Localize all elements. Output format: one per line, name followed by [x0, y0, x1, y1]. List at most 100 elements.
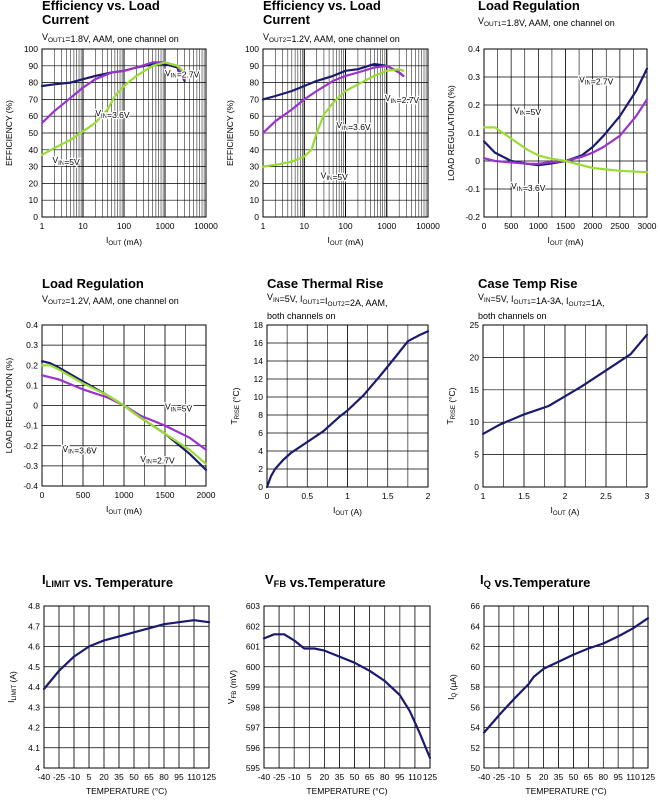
chart-title: IQ vs.Temperature	[480, 572, 590, 590]
y-axis-label: LOAD REGULATION (%)	[4, 357, 14, 453]
y-axis-label: LOAD REGULATION (%)	[446, 85, 456, 181]
y-tick-label: 596	[246, 743, 260, 753]
y-axis-label: EFFICIENCY (%)	[225, 100, 235, 166]
y-tick-label: 64	[471, 621, 481, 631]
x-tick-label: -25	[273, 772, 286, 782]
y-tick-label: 30	[29, 162, 39, 172]
y-axis-label: ILIMIT (A)	[6, 671, 18, 703]
y-axis-label: TRISE (°C)	[229, 387, 241, 424]
chart-3: Load Regulation VOUT1=1.8V, AAM, one chan…	[446, 0, 657, 247]
plot-border	[483, 605, 649, 769]
x-tick-label: 1000	[529, 221, 548, 231]
series-annotation: VIN=2.7V	[140, 454, 175, 466]
y-tick-label: 0.2	[468, 100, 480, 110]
y-tick-label: 14	[254, 356, 264, 366]
y-tick-label: 60	[29, 111, 39, 121]
x-tick-label: 50	[129, 772, 139, 782]
chart-title: Efficiency vs. Load Current	[42, 0, 160, 27]
series-annotation: VIN=5V	[514, 105, 541, 117]
series-annotation: VIN=2.7V	[385, 93, 420, 105]
y-tick-label: 602	[246, 621, 260, 631]
x-tick-label: 95	[613, 772, 623, 782]
chart-title: VFB vs.Temperature	[265, 572, 386, 590]
x-tick-label: -25	[493, 772, 506, 782]
y-axis-label: VFB (mV)	[226, 670, 238, 704]
y-tick-label: 4.8	[28, 601, 40, 611]
x-axis-label: IOUT (A)	[333, 505, 362, 517]
x-tick-label: 2.5	[600, 491, 612, 501]
y-tick-label: 0	[33, 401, 38, 411]
chart-title: Load Regulation	[478, 0, 580, 13]
y-tick-label: 10	[470, 417, 480, 427]
y-tick-label: 0.3	[468, 72, 480, 82]
chart-title: Efficiency vs. Load Current	[263, 0, 381, 27]
series-annotation: VIN=5V	[321, 170, 348, 182]
y-tick-label: 600	[246, 662, 260, 672]
x-tick-label: 20	[320, 772, 330, 782]
y-tick-label: 62	[471, 642, 481, 652]
y-tick-label: 70	[29, 94, 39, 104]
y-tick-label: 60	[250, 111, 260, 121]
x-tick-label: 5	[307, 772, 312, 782]
x-tick-label: -40	[38, 772, 51, 782]
y-tick-label: 4.7	[28, 621, 40, 631]
y-tick-label: 12	[254, 374, 264, 384]
chart-subtitle: VOUT1=1.8V, AAM, one channel on	[478, 16, 615, 28]
x-tick-label: 80	[599, 772, 609, 782]
x-tick-label: 10000	[416, 221, 440, 231]
x-tick-label: 35	[335, 772, 345, 782]
x-tick-label: 65	[144, 772, 154, 782]
x-tick-label: 500	[76, 490, 90, 500]
x-tick-label: -10	[68, 772, 81, 782]
chart-1: Efficiency vs. Load Current VOUT1=1.8V, AA…	[4, 0, 218, 247]
y-tick-label: 25	[470, 320, 480, 330]
x-tick-label: 100	[338, 221, 352, 231]
x-tick-label: 10	[78, 221, 88, 231]
y-tick-label: 20	[250, 178, 260, 188]
y-tick-label: -0.1	[465, 184, 480, 194]
y-axis-label: TRISE (°C)	[445, 387, 457, 424]
x-tick-label: 5	[526, 772, 531, 782]
y-tick-label: 0	[475, 156, 480, 166]
plot-border	[263, 605, 431, 769]
x-tick-label: -40	[478, 772, 491, 782]
x-tick-label: 50	[350, 772, 360, 782]
x-tick-label: 110	[408, 772, 422, 782]
series-annotation: VIN=5V	[165, 402, 192, 414]
y-tick-label: 6	[258, 428, 263, 438]
y-tick-label: 10	[29, 195, 39, 205]
x-tick-label: 2	[426, 491, 431, 501]
x-tick-label: 80	[159, 772, 169, 782]
y-axis-label: IQ (µA)	[446, 674, 458, 700]
x-tick-label: 1500	[556, 221, 575, 231]
y-tick-label: -0.3	[23, 461, 38, 471]
y-axis-label: EFFICIENCY (%)	[4, 100, 14, 166]
plot-border	[266, 324, 429, 488]
y-tick-label: 0	[474, 482, 479, 492]
y-tick-label: -0.2	[23, 441, 38, 451]
y-tick-label: 0	[258, 482, 263, 492]
x-tick-label: 1	[345, 491, 350, 501]
chart-title: ILIMIT vs. Temperature	[42, 572, 173, 590]
y-tick-label: 56	[471, 702, 481, 712]
series-line-lime	[40, 61, 186, 156]
x-axis-label: IOUT (mA)	[327, 235, 363, 247]
chart-7: ILIMIT vs. Temperature 4 4.1 4.2 4.3 4.4 4.5 4.…	[6, 572, 216, 796]
x-tick-label: 0	[40, 490, 45, 500]
series-annotation: VIN=3.6V	[95, 108, 130, 120]
y-tick-label: 2	[258, 464, 263, 474]
x-tick-label: -10	[508, 772, 521, 782]
y-tick-label: 10	[250, 195, 260, 205]
x-tick-label: 125	[202, 772, 216, 782]
y-tick-label: 15	[470, 385, 480, 395]
y-tick-label: 599	[246, 682, 260, 692]
x-tick-label: 0.5	[301, 491, 313, 501]
y-tick-label: 603	[246, 601, 260, 611]
y-tick-label: 16	[254, 338, 264, 348]
y-tick-label: 0	[33, 212, 38, 222]
series-annotation: VIN=3.6V	[511, 181, 546, 193]
x-axis-label: TEMPERATURE (°C)	[306, 786, 387, 796]
x-axis-label: TEMPERATURE (°C)	[525, 786, 606, 796]
x-tick-label: 2	[563, 491, 568, 501]
